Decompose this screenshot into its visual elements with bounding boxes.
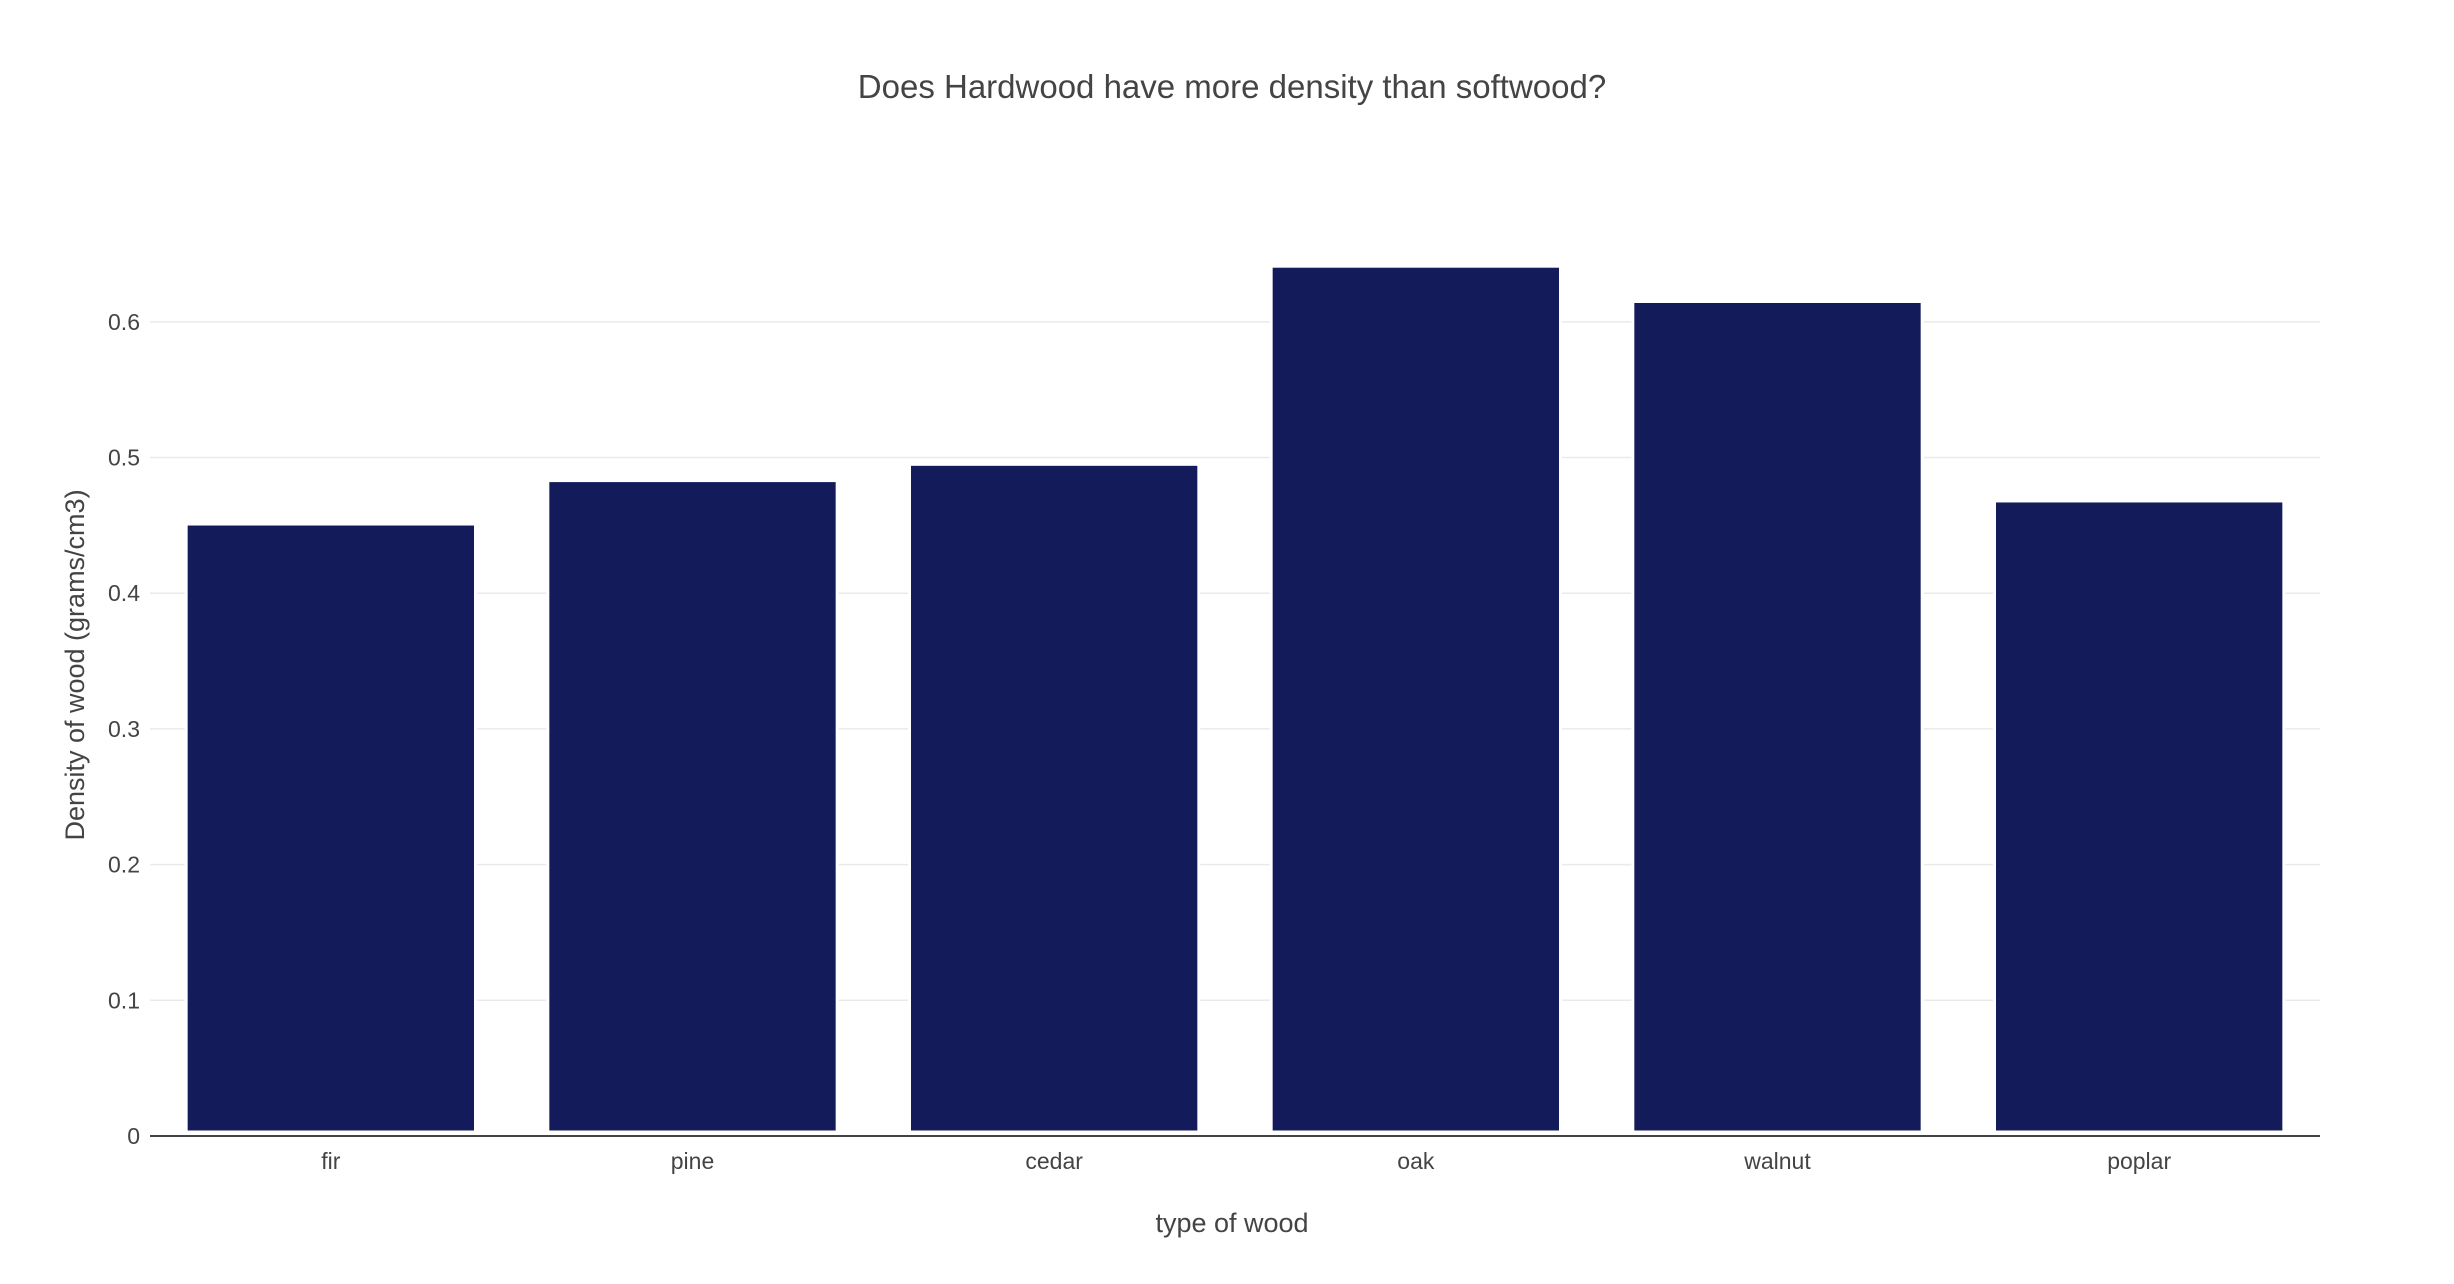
x-axis-title: type of wood (1155, 1208, 1308, 1238)
bar-fir[interactable] (184, 522, 478, 1134)
bar-oak[interactable] (1269, 264, 1562, 1134)
bar-pine[interactable] (546, 479, 839, 1134)
x-tick-label-poplar: poplar (2107, 1148, 2171, 1174)
x-axis-ticks: fir pine cedar oak walnut poplar (321, 1148, 2171, 1174)
x-tick-label-oak: oak (1397, 1148, 1435, 1174)
x-tick-label-cedar: cedar (1025, 1148, 1083, 1174)
y-tick-label: 0.2 (108, 852, 140, 878)
bar-walnut[interactable] (1631, 299, 1924, 1134)
y-tick-label: 0.4 (108, 580, 140, 606)
bar-poplar[interactable] (1993, 499, 2286, 1134)
y-tick-label: 0.6 (108, 309, 140, 335)
bars (184, 264, 2286, 1134)
chart-title: Does Hardwood have more density than sof… (858, 68, 1606, 105)
x-tick-label-walnut: walnut (1743, 1148, 1811, 1174)
gridlines (150, 321, 2320, 1002)
y-tick-label: 0.1 (108, 987, 140, 1013)
x-tick-label-fir: fir (321, 1148, 341, 1174)
y-axis-title: Density of wood (grams/cm3) (60, 489, 90, 840)
y-tick-label: 0.5 (108, 445, 140, 471)
y-tick-label: 0 (127, 1123, 140, 1149)
bar-cedar[interactable] (908, 462, 1201, 1134)
x-tick-label-pine: pine (671, 1148, 714, 1174)
y-axis-ticks: 0 0.1 0.2 0.3 0.4 0.5 0.6 (108, 309, 140, 1149)
y-tick-label: 0.3 (108, 716, 140, 742)
